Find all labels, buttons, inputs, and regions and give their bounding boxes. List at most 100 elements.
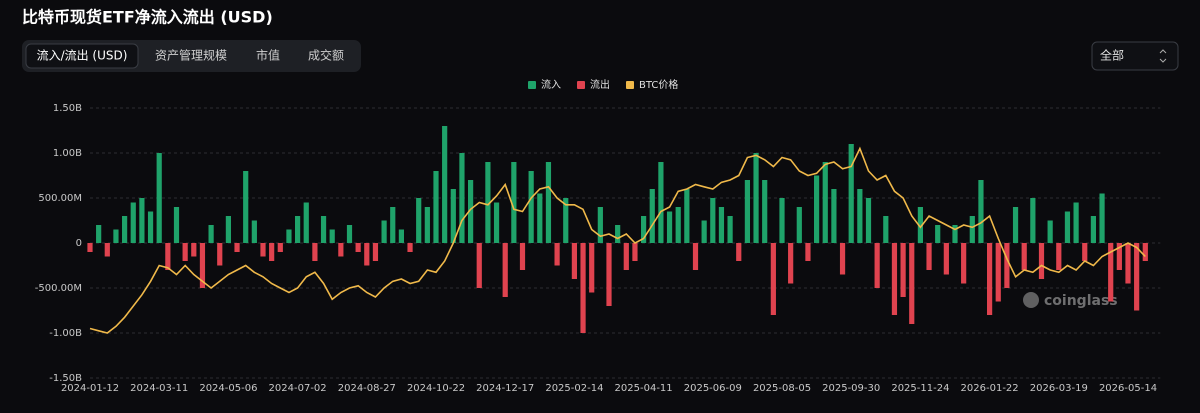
active-tab-bg [25,43,139,69]
bar [762,180,768,243]
bar [883,216,889,243]
bar [770,243,776,315]
bar [1056,243,1062,270]
bar [104,243,110,257]
bar [364,243,370,266]
bar [865,198,872,243]
x-tick-label: 2025-09-30 [822,383,880,394]
bar [675,207,681,243]
bar [269,243,275,261]
bar [303,202,309,243]
bar [874,243,880,288]
bar [615,225,621,243]
x-tick-label: 2024-03-11 [130,383,188,394]
bar [839,243,846,275]
bar [1030,198,1036,243]
bar [1064,211,1071,243]
bar [476,243,482,288]
x-tick-label: 2024-12-17 [476,383,534,394]
bar [597,207,603,243]
bar [346,225,353,243]
bar [1142,243,1148,261]
bar [1047,220,1053,243]
watermark: coinglass [1044,293,1118,309]
bar [580,243,586,333]
bar [468,180,474,243]
price-line [89,146,1146,334]
x-tick-label: 2024-01-12 [61,383,119,394]
bar [917,207,923,243]
bar [900,243,906,297]
watermark-logo [1023,292,1039,308]
bar [701,220,707,243]
bar [312,243,318,261]
bar [277,243,283,252]
bar [372,243,379,261]
bar [191,243,197,257]
bar [805,243,811,261]
tab[interactable]: 资产管理规模 [155,48,227,63]
bar [442,126,448,243]
bar [96,225,102,243]
bar [1134,243,1140,311]
bar [156,153,162,243]
bar [978,180,984,243]
bar [502,243,508,297]
legend-swatch [577,81,585,89]
y-tick-label: 0 [76,238,82,249]
bar [969,216,975,243]
selector-chevron [1159,49,1167,63]
bar [909,243,915,324]
bar [943,243,949,275]
y-tick-label: -500.00M [35,283,82,294]
legend-swatch [626,81,634,89]
tab[interactable]: 市值 [256,48,280,63]
bar [260,243,266,257]
selector-label[interactable]: 全部 [1100,48,1124,63]
bar [528,171,534,243]
bar [225,216,231,243]
bar [935,225,941,243]
bar [1116,243,1122,270]
bar [563,198,569,243]
x-tick-label: 2026-03-19 [1030,383,1088,394]
x-tick-label: 2026-05-14 [1099,383,1157,394]
y-tick-label: 1.00B [53,148,82,159]
y-tick-label: -1.50B [49,373,82,384]
y-tick-label: -1.00B [49,328,82,339]
bar [537,193,543,243]
bar [666,211,673,243]
legend-label: 流出 [590,78,610,91]
bar [623,243,629,270]
bar [1090,216,1096,243]
bar [684,189,690,243]
selector[interactable] [1091,41,1179,71]
bar [295,216,301,243]
legend-label: BTC价格 [639,78,678,91]
bar [753,153,759,243]
bar [165,243,171,270]
bar [1082,243,1088,261]
bar [459,153,465,243]
bar [122,216,128,243]
bar [208,225,214,243]
bar [995,243,1001,302]
tab[interactable]: 成交额 [308,48,344,63]
bar [217,243,223,266]
bar [857,189,863,243]
bar [511,162,517,243]
bar [1004,243,1010,288]
bar [243,171,249,243]
bar [545,162,552,243]
bar [848,144,854,243]
bar [1125,243,1131,284]
bar [1073,202,1079,243]
bar [658,162,664,243]
x-tick-label: 2025-02-14 [545,383,603,394]
bar [814,175,820,243]
bar [952,225,958,243]
legend-label: 流入 [541,78,561,91]
tab[interactable]: 流入/流出 (USD) [37,49,128,63]
bar [961,243,967,284]
